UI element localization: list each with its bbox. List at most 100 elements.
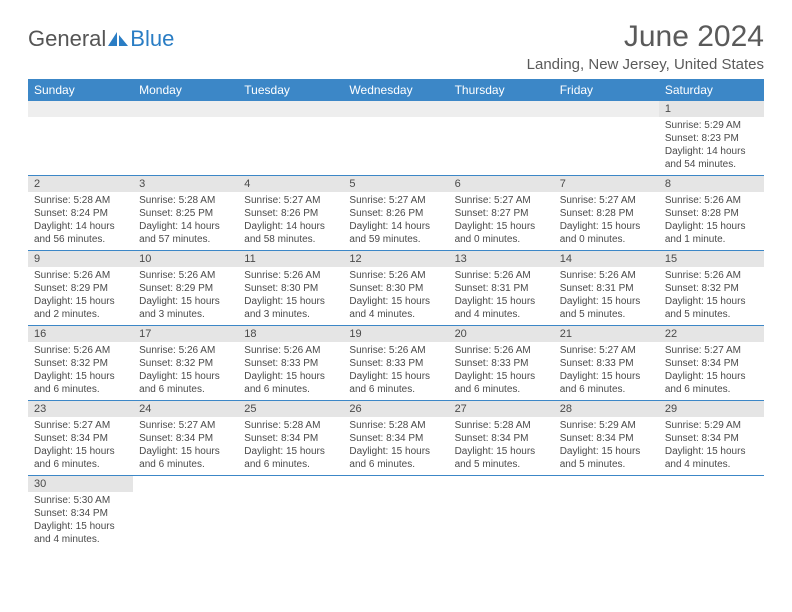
daylight-line: Daylight: 15 hours and 6 minutes.: [349, 370, 442, 396]
daylight-line: Daylight: 15 hours and 4 minutes.: [665, 445, 758, 471]
sunset-line: Sunset: 8:29 PM: [139, 282, 232, 295]
daylight-line: Daylight: 15 hours and 4 minutes.: [349, 295, 442, 321]
daylight-line: Daylight: 15 hours and 0 minutes.: [560, 220, 653, 246]
calendar-cell: [659, 476, 764, 551]
day-details: Sunrise: 5:26 AMSunset: 8:28 PMDaylight:…: [659, 192, 764, 250]
sunrise-line: Sunrise: 5:27 AM: [665, 344, 758, 357]
daylight-line: Daylight: 15 hours and 4 minutes.: [34, 520, 127, 546]
calendar-head: SundayMondayTuesdayWednesdayThursdayFrid…: [28, 79, 764, 101]
calendar-cell: 20Sunrise: 5:26 AMSunset: 8:33 PMDayligh…: [449, 326, 554, 401]
sunrise-line: Sunrise: 5:26 AM: [665, 269, 758, 282]
sunset-line: Sunset: 8:32 PM: [665, 282, 758, 295]
day-number: 17: [133, 326, 238, 342]
calendar-cell: [343, 101, 448, 176]
sunrise-line: Sunrise: 5:28 AM: [349, 419, 442, 432]
sunrise-line: Sunrise: 5:27 AM: [560, 194, 653, 207]
day-number: 23: [28, 401, 133, 417]
daylight-line: Daylight: 15 hours and 6 minutes.: [139, 370, 232, 396]
day-details: Sunrise: 5:28 AMSunset: 8:24 PMDaylight:…: [28, 192, 133, 250]
calendar-cell: 27Sunrise: 5:28 AMSunset: 8:34 PMDayligh…: [449, 401, 554, 476]
daylight-line: Daylight: 14 hours and 56 minutes.: [34, 220, 127, 246]
daylight-line: Daylight: 15 hours and 4 minutes.: [455, 295, 548, 321]
sunrise-line: Sunrise: 5:27 AM: [349, 194, 442, 207]
daylight-line: Daylight: 14 hours and 59 minutes.: [349, 220, 442, 246]
sunrise-line: Sunrise: 5:26 AM: [34, 269, 127, 282]
empty-daynum: [449, 101, 554, 117]
day-number: 9: [28, 251, 133, 267]
sunrise-line: Sunrise: 5:26 AM: [139, 269, 232, 282]
calendar-cell: 1Sunrise: 5:29 AMSunset: 8:23 PMDaylight…: [659, 101, 764, 176]
day-details: Sunrise: 5:28 AMSunset: 8:34 PMDaylight:…: [343, 417, 448, 475]
daylight-line: Daylight: 15 hours and 0 minutes.: [455, 220, 548, 246]
sunset-line: Sunset: 8:30 PM: [349, 282, 442, 295]
day-number: 24: [133, 401, 238, 417]
sunrise-line: Sunrise: 5:30 AM: [34, 494, 127, 507]
calendar-cell: [554, 101, 659, 176]
daylight-line: Daylight: 15 hours and 6 minutes.: [560, 370, 653, 396]
sunrise-line: Sunrise: 5:27 AM: [139, 419, 232, 432]
empty-daynum: [554, 101, 659, 117]
calendar-cell: [449, 101, 554, 176]
calendar-cell: 6Sunrise: 5:27 AMSunset: 8:27 PMDaylight…: [449, 176, 554, 251]
daylight-line: Daylight: 15 hours and 6 minutes.: [34, 370, 127, 396]
sunrise-line: Sunrise: 5:26 AM: [455, 344, 548, 357]
sunset-line: Sunset: 8:34 PM: [139, 432, 232, 445]
calendar-cell: 24 Sunrise: 5:27 AMSunset: 8:34 PMDayligh…: [133, 401, 238, 476]
logo-text-blue: Blue: [130, 26, 174, 52]
sunrise-line: Sunrise: 5:26 AM: [349, 344, 442, 357]
day-details: Sunrise: 5:27 AMSunset: 8:33 PMDaylight:…: [554, 342, 659, 400]
calendar-cell: 29Sunrise: 5:29 AMSunset: 8:34 PMDayligh…: [659, 401, 764, 476]
calendar-cell: 28Sunrise: 5:29 AMSunset: 8:34 PMDayligh…: [554, 401, 659, 476]
weekday-header: Wednesday: [343, 79, 448, 101]
weekday-header: Monday: [133, 79, 238, 101]
sunset-line: Sunset: 8:32 PM: [139, 357, 232, 370]
weekday-header: Sunday: [28, 79, 133, 101]
sunrise-line: Sunrise: 5:26 AM: [244, 269, 337, 282]
day-number: 5: [343, 176, 448, 192]
sunrise-line: Sunrise: 5:28 AM: [34, 194, 127, 207]
sunset-line: Sunset: 8:33 PM: [560, 357, 653, 370]
day-number: 22: [659, 326, 764, 342]
calendar-cell: 3Sunrise: 5:28 AMSunset: 8:25 PMDaylight…: [133, 176, 238, 251]
daylight-line: Daylight: 15 hours and 5 minutes.: [560, 445, 653, 471]
day-number: 10: [133, 251, 238, 267]
sunrise-line: Sunrise: 5:28 AM: [455, 419, 548, 432]
daylight-line: Daylight: 15 hours and 6 minutes.: [244, 370, 337, 396]
calendar-cell: 26Sunrise: 5:28 AMSunset: 8:34 PMDayligh…: [343, 401, 448, 476]
sunset-line: Sunset: 8:33 PM: [455, 357, 548, 370]
calendar-cell: 23Sunrise: 5:27 AMSunset: 8:34 PMDayligh…: [28, 401, 133, 476]
daylight-line: Daylight: 15 hours and 6 minutes.: [139, 445, 232, 471]
sunset-line: Sunset: 8:30 PM: [244, 282, 337, 295]
calendar-cell: [238, 101, 343, 176]
calendar-cell: 13Sunrise: 5:26 AMSunset: 8:31 PMDayligh…: [449, 251, 554, 326]
sunset-line: Sunset: 8:23 PM: [665, 132, 758, 145]
sunset-line: Sunset: 8:34 PM: [665, 357, 758, 370]
day-number: 28: [554, 401, 659, 417]
sunset-line: Sunset: 8:24 PM: [34, 207, 127, 220]
day-details: Sunrise: 5:26 AMSunset: 8:30 PMDaylight:…: [343, 267, 448, 325]
weekday-header: Thursday: [449, 79, 554, 101]
calendar-cell: 8Sunrise: 5:26 AMSunset: 8:28 PMDaylight…: [659, 176, 764, 251]
logo-sail-icon: [108, 32, 128, 46]
sunset-line: Sunset: 8:34 PM: [34, 507, 127, 520]
location-text: Landing, New Jersey, United States: [527, 56, 764, 73]
sunrise-line: Sunrise: 5:28 AM: [244, 419, 337, 432]
sunrise-line: Sunrise: 5:27 AM: [455, 194, 548, 207]
day-details: Sunrise: 5:27 AMSunset: 8:26 PMDaylight:…: [238, 192, 343, 250]
day-details: Sunrise: 5:29 AMSunset: 8:23 PMDaylight:…: [659, 117, 764, 175]
sunset-line: Sunset: 8:28 PM: [665, 207, 758, 220]
day-details: Sunrise: 5:28 AMSunset: 8:34 PMDaylight:…: [238, 417, 343, 475]
day-details: Sunrise: 5:27 AMSunset: 8:26 PMDaylight:…: [343, 192, 448, 250]
day-number: 7: [554, 176, 659, 192]
calendar-cell: 18Sunrise: 5:26 AMSunset: 8:33 PMDayligh…: [238, 326, 343, 401]
day-number: 4: [238, 176, 343, 192]
day-details: Sunrise: 5:30 AMSunset: 8:34 PMDaylight:…: [28, 492, 133, 550]
daylight-line: Daylight: 15 hours and 5 minutes.: [560, 295, 653, 321]
day-details: Sunrise: 5:27 AMSunset: 8:34 PMDaylight:…: [28, 417, 133, 475]
calendar-cell: [133, 476, 238, 551]
day-number: 26: [343, 401, 448, 417]
calendar-cell: 10Sunrise: 5:26 AMSunset: 8:29 PMDayligh…: [133, 251, 238, 326]
empty-daynum: [133, 101, 238, 117]
daylight-line: Daylight: 15 hours and 5 minutes.: [455, 445, 548, 471]
sunset-line: Sunset: 8:34 PM: [244, 432, 337, 445]
